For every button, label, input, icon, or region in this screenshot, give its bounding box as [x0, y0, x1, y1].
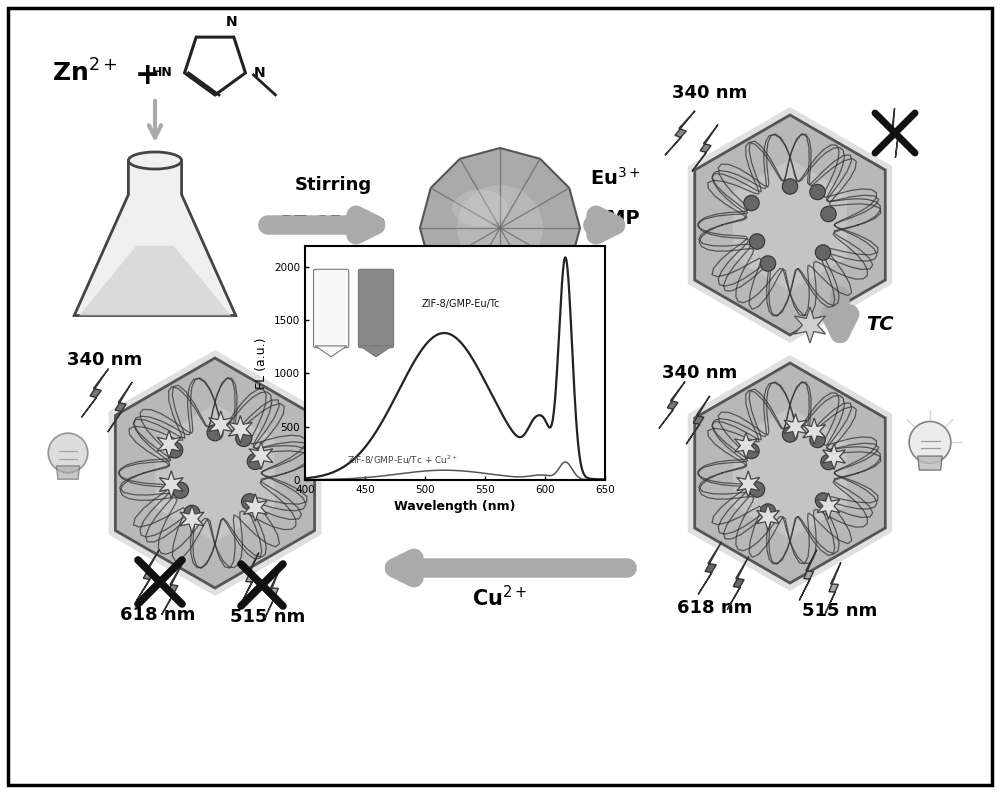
Text: N: N	[253, 66, 265, 80]
Circle shape	[172, 482, 189, 498]
Circle shape	[821, 454, 836, 469]
Ellipse shape	[452, 190, 508, 226]
Circle shape	[241, 494, 258, 510]
Polygon shape	[137, 550, 159, 600]
Text: 340 nm: 340 nm	[672, 84, 748, 102]
Polygon shape	[209, 411, 233, 439]
Polygon shape	[665, 111, 695, 155]
Polygon shape	[733, 407, 847, 539]
Circle shape	[744, 443, 759, 458]
Polygon shape	[108, 382, 132, 432]
Text: 340 nm: 340 nm	[662, 364, 738, 382]
Polygon shape	[803, 418, 826, 444]
Polygon shape	[56, 465, 80, 479]
Circle shape	[782, 178, 798, 194]
Circle shape	[760, 256, 776, 271]
Text: Cu$^{2+}$: Cu$^{2+}$	[472, 585, 528, 611]
Circle shape	[815, 245, 831, 260]
Polygon shape	[825, 562, 841, 614]
Polygon shape	[159, 471, 183, 498]
Polygon shape	[315, 346, 347, 357]
Polygon shape	[249, 442, 273, 469]
Text: TC: TC	[866, 316, 894, 335]
Polygon shape	[243, 494, 267, 521]
Polygon shape	[155, 404, 275, 542]
Text: 515 nm: 515 nm	[230, 608, 306, 626]
FancyBboxPatch shape	[314, 270, 349, 347]
Text: Stirring: Stirring	[294, 176, 372, 194]
Circle shape	[815, 492, 831, 508]
Text: ZIF-8/GMP-Eu/Tc + Cu$^{2+}$: ZIF-8/GMP-Eu/Tc + Cu$^{2+}$	[347, 454, 458, 466]
Circle shape	[810, 432, 825, 448]
Polygon shape	[180, 505, 204, 533]
Polygon shape	[162, 563, 182, 615]
Polygon shape	[659, 381, 685, 428]
Text: N: N	[226, 15, 238, 29]
Polygon shape	[799, 550, 817, 600]
Circle shape	[744, 195, 759, 211]
Polygon shape	[727, 556, 749, 610]
Polygon shape	[456, 184, 544, 272]
Text: Eu$^{3+}$: Eu$^{3+}$	[590, 167, 640, 189]
Polygon shape	[265, 566, 281, 618]
Text: 515 nm: 515 nm	[802, 602, 878, 620]
Circle shape	[782, 427, 798, 442]
Text: 618 nm: 618 nm	[677, 599, 753, 617]
Polygon shape	[241, 553, 259, 603]
Circle shape	[749, 482, 765, 497]
FancyBboxPatch shape	[358, 270, 394, 347]
Polygon shape	[81, 369, 109, 417]
Circle shape	[48, 433, 88, 473]
Ellipse shape	[128, 152, 182, 169]
Text: 340 nm: 340 nm	[67, 351, 143, 369]
Circle shape	[236, 431, 252, 446]
Circle shape	[167, 442, 183, 458]
Polygon shape	[735, 432, 757, 458]
Circle shape	[760, 504, 776, 519]
Polygon shape	[918, 456, 942, 470]
Polygon shape	[698, 542, 722, 595]
Polygon shape	[692, 125, 718, 171]
Polygon shape	[686, 396, 710, 444]
Polygon shape	[115, 358, 315, 588]
Text: +: +	[135, 60, 161, 90]
Circle shape	[909, 421, 951, 463]
Polygon shape	[784, 414, 807, 440]
Text: 618 nm: 618 nm	[120, 606, 196, 624]
Polygon shape	[228, 416, 252, 443]
Polygon shape	[817, 492, 840, 519]
Polygon shape	[688, 355, 892, 591]
Y-axis label: FL (a.u.): FL (a.u.)	[255, 337, 268, 389]
Polygon shape	[794, 307, 826, 343]
Polygon shape	[823, 443, 845, 469]
Polygon shape	[360, 346, 392, 357]
Polygon shape	[757, 504, 779, 531]
Polygon shape	[892, 109, 899, 158]
Polygon shape	[420, 148, 580, 308]
Polygon shape	[157, 431, 181, 458]
Text: RT, 15 min: RT, 15 min	[281, 214, 385, 232]
Polygon shape	[737, 471, 760, 497]
Circle shape	[810, 184, 825, 200]
Text: GMP: GMP	[590, 209, 640, 228]
Polygon shape	[695, 115, 885, 335]
Polygon shape	[79, 246, 231, 316]
Circle shape	[184, 505, 200, 521]
Polygon shape	[108, 350, 322, 596]
Circle shape	[749, 234, 765, 249]
Text: ZIF-8/GMP-Eu/Tc: ZIF-8/GMP-Eu/Tc	[421, 299, 500, 309]
Circle shape	[207, 425, 223, 441]
Polygon shape	[733, 159, 847, 291]
Text: HN: HN	[152, 67, 173, 79]
Circle shape	[821, 206, 836, 222]
X-axis label: Wavelength (nm): Wavelength (nm)	[394, 500, 516, 513]
Text: Zn$^{2+}$: Zn$^{2+}$	[52, 59, 118, 86]
Polygon shape	[695, 363, 885, 583]
Circle shape	[247, 454, 263, 469]
Polygon shape	[688, 107, 892, 343]
Polygon shape	[74, 160, 236, 316]
